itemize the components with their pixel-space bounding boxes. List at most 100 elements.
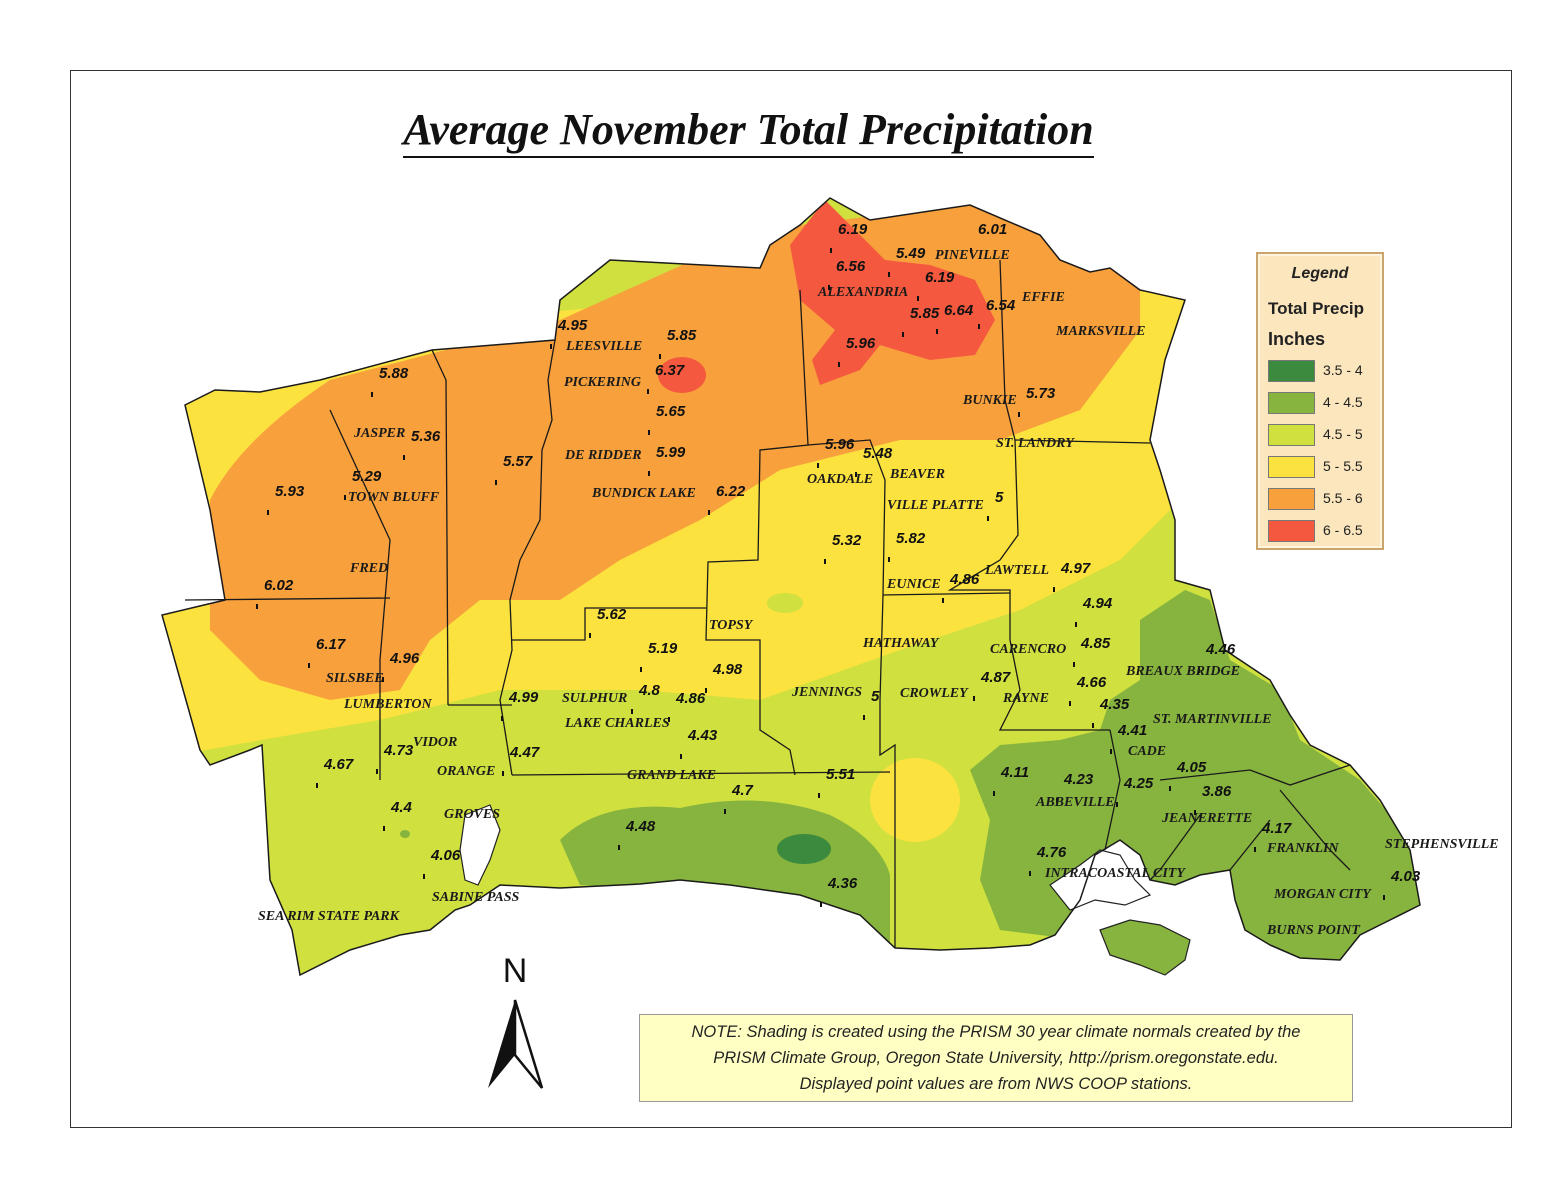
station-marker (1254, 847, 1256, 852)
station-marker (680, 754, 682, 759)
station-marker (376, 769, 378, 774)
legend-item-label: 4 - 4.5 (1323, 394, 1363, 410)
station-value: 4.8 (638, 682, 661, 699)
station-marker (501, 716, 503, 721)
station-marker (978, 324, 980, 329)
station-marker (818, 793, 820, 798)
city-label: VILLE PLATTE (887, 498, 984, 513)
station-marker (942, 598, 944, 603)
legend-item: 5 - 5.5 (1268, 456, 1378, 478)
station-value: 5.57 (503, 453, 533, 470)
city-label: JENNINGS (791, 685, 862, 700)
station-marker (502, 771, 504, 776)
city-label: CADE (1128, 744, 1166, 759)
station-marker (820, 902, 822, 907)
legend-swatch (1268, 392, 1315, 414)
note-line-1: NOTE: Shading is created using the PRISM… (691, 1023, 1301, 1041)
station-value: 4.76 (1036, 844, 1067, 861)
station-marker (495, 480, 497, 485)
station-marker (1092, 723, 1094, 728)
station-marker (1169, 786, 1171, 791)
station-marker (589, 633, 591, 638)
station-value: 5.19 (648, 640, 678, 657)
station-marker (902, 332, 904, 337)
legend-item: 4 - 4.5 (1268, 392, 1378, 414)
station-marker (640, 667, 642, 672)
station-value: 4.98 (712, 661, 743, 678)
station-marker (1069, 701, 1071, 706)
station-marker (973, 696, 975, 701)
city-label: SABINE PASS (432, 890, 519, 905)
station-marker (1029, 871, 1031, 876)
station-value: 4.41 (1117, 722, 1147, 739)
station-value: 5.99 (656, 444, 686, 461)
station-value: 4.94 (1082, 595, 1113, 612)
station-marker (708, 510, 710, 515)
station-marker (1110, 749, 1112, 754)
station-value: 4.67 (323, 756, 354, 773)
station-value: 4.99 (508, 689, 539, 706)
station-marker (917, 296, 919, 301)
station-value: 4.47 (509, 744, 540, 761)
station-marker (724, 809, 726, 814)
station-value: 6.37 (655, 362, 685, 379)
station-marker (308, 663, 310, 668)
city-label: SILSBEE (326, 671, 384, 686)
legend-item-label: 5.5 - 6 (1323, 490, 1363, 506)
legend-item-label: 4.5 - 5 (1323, 426, 1363, 442)
station-value: 5.96 (825, 436, 855, 453)
station-value: 5.73 (1026, 385, 1056, 402)
station-marker (1053, 587, 1055, 592)
city-label: FRANKLIN (1266, 841, 1339, 856)
station-value: 4.25 (1123, 775, 1154, 792)
city-label: LAWTELL (984, 563, 1049, 578)
note-line-2: PRISM Climate Group, Oregon State Univer… (713, 1049, 1279, 1067)
sabine-lake (459, 804, 501, 886)
station-marker (371, 392, 373, 397)
station-value: 5.51 (826, 766, 855, 783)
source-note: NOTE: Shading is created using the PRISM… (639, 1014, 1353, 1102)
city-label: OAKDALE (807, 472, 873, 487)
city-label: FRED (349, 561, 388, 576)
north-label: N (503, 952, 528, 990)
station-value: 5 (995, 489, 1004, 506)
north-arrow-icon: N (488, 952, 544, 1089)
legend-item-label: 6 - 6.5 (1323, 522, 1363, 538)
station-marker (1073, 662, 1075, 667)
station-marker (344, 495, 346, 500)
station-value: 5.29 (352, 468, 382, 485)
station-value: 4.43 (687, 727, 718, 744)
station-value: 4.95 (557, 317, 588, 334)
station-marker (1194, 810, 1196, 815)
city-label: GRAND LAKE (627, 768, 716, 783)
station-value: 5.82 (896, 530, 926, 547)
station-marker (1198, 668, 1200, 673)
station-value: 6.02 (264, 577, 294, 594)
city-label: LUMBERTON (343, 697, 433, 712)
station-marker (423, 874, 425, 879)
legend-item-label: 3.5 - 4 (1323, 362, 1363, 378)
station-value: 4.96 (389, 650, 420, 667)
station-marker (987, 516, 989, 521)
city-label: TOWN BLUFF (348, 490, 440, 505)
station-marker (618, 845, 620, 850)
legend-item: 3.5 - 4 (1268, 360, 1378, 382)
city-label: BUNKIE (962, 393, 1017, 408)
station-value: 4.85 (1080, 635, 1111, 652)
station-markers (256, 248, 1385, 907)
city-label: TOPSY (709, 618, 754, 633)
station-marker (647, 389, 649, 394)
station-value: 4.17 (1261, 820, 1292, 837)
station-value: 5.65 (656, 403, 686, 420)
station-value: 4.7 (731, 782, 754, 799)
station-value: 4.36 (827, 875, 858, 892)
station-value: 5.48 (863, 445, 893, 462)
city-label: VIDOR (413, 735, 457, 750)
station-marker (936, 329, 938, 334)
city-label: PICKERING (564, 375, 641, 390)
station-value: 5.85 (910, 305, 940, 322)
city-label: BUNDICK LAKE (591, 486, 696, 501)
station-value: 6.54 (986, 297, 1016, 314)
legend-subtitle: Total Precip (1268, 299, 1365, 318)
station-value: 5.88 (379, 365, 409, 382)
